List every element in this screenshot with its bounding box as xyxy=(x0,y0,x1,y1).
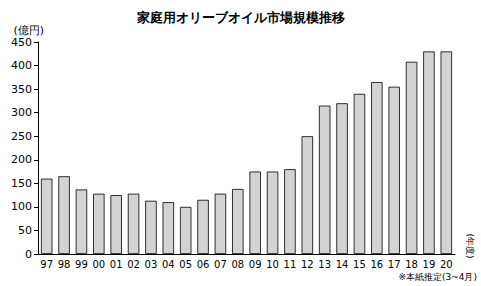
svg-text:0: 0 xyxy=(25,248,32,261)
svg-text:200: 200 xyxy=(11,153,32,166)
svg-text:(年度): (年度) xyxy=(465,233,475,258)
svg-text:04: 04 xyxy=(162,259,175,270)
svg-text:250: 250 xyxy=(11,130,32,143)
svg-text:150: 150 xyxy=(11,177,32,190)
svg-text:19: 19 xyxy=(423,259,436,270)
svg-text:10: 10 xyxy=(266,259,279,270)
svg-text:18: 18 xyxy=(405,259,418,270)
svg-text:11: 11 xyxy=(284,259,297,270)
svg-text:02: 02 xyxy=(127,259,140,270)
svg-text:100: 100 xyxy=(11,200,32,213)
svg-text:20: 20 xyxy=(440,259,453,270)
svg-text:300: 300 xyxy=(11,106,32,119)
svg-text:17: 17 xyxy=(388,259,401,270)
svg-text:98: 98 xyxy=(58,259,71,270)
svg-text:15: 15 xyxy=(353,259,366,270)
svg-text:06: 06 xyxy=(197,259,210,270)
svg-text:00: 00 xyxy=(92,259,105,270)
svg-text:07: 07 xyxy=(214,259,227,270)
svg-text:05: 05 xyxy=(179,259,192,270)
svg-text:99: 99 xyxy=(75,259,88,270)
svg-text:01: 01 xyxy=(110,259,123,270)
svg-text:08: 08 xyxy=(231,259,244,270)
svg-text:09: 09 xyxy=(249,259,262,270)
svg-text:13: 13 xyxy=(318,259,331,270)
svg-text:450: 450 xyxy=(11,36,32,49)
svg-text:12: 12 xyxy=(301,259,314,270)
svg-text:350: 350 xyxy=(11,83,32,96)
svg-text:※本紙推定(3~4月): ※本紙推定(3~4月) xyxy=(398,272,477,282)
svg-text:14: 14 xyxy=(336,259,349,270)
svg-text:03: 03 xyxy=(145,259,158,270)
svg-text:家庭用オリーブオイル市場規模推移: 家庭用オリーブオイル市場規模推移 xyxy=(136,10,345,25)
svg-text:50: 50 xyxy=(18,224,32,237)
svg-text:400: 400 xyxy=(11,59,32,72)
svg-text:97: 97 xyxy=(40,259,53,270)
svg-text:(億円): (億円) xyxy=(13,24,44,37)
svg-text:16: 16 xyxy=(370,259,383,270)
